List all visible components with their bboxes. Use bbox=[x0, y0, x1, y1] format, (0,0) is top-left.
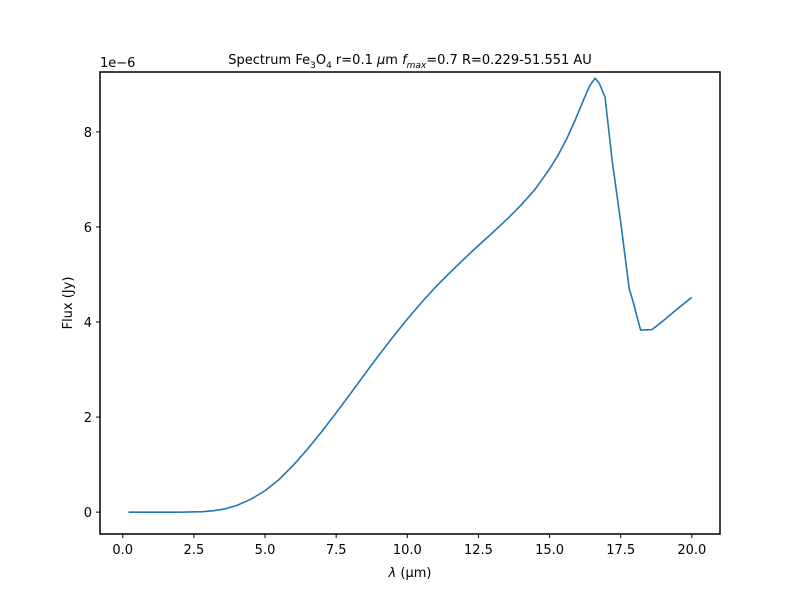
y-offset-label: 1e−6 bbox=[100, 56, 135, 71]
x-tick-label: 12.5 bbox=[464, 543, 493, 558]
x-tick-label: 20.0 bbox=[677, 543, 706, 558]
y-tick-label: 0 bbox=[84, 506, 92, 521]
chart-title: Spectrum Fe3O4 r=0.1 μm fmax=0.7 R=0.229… bbox=[228, 53, 592, 71]
y-tick-label: 4 bbox=[84, 316, 92, 331]
y-tick-label: 6 bbox=[84, 221, 92, 236]
x-tick-label: 17.5 bbox=[606, 543, 635, 558]
y-tick-label: 8 bbox=[84, 126, 92, 141]
series-line bbox=[128, 77, 693, 513]
x-axis: 0.0 2.5 5.0 7.5 10.0 12.5 15.0 17.5 20.0 bbox=[112, 534, 706, 558]
series-layer bbox=[128, 77, 693, 513]
x-tick-label: 15.0 bbox=[535, 543, 564, 558]
x-tick-label: 5.0 bbox=[255, 543, 276, 558]
x-tick-label: 0.0 bbox=[112, 543, 133, 558]
x-tick-label: 2.5 bbox=[184, 543, 205, 558]
x-tick-label: 10.0 bbox=[393, 543, 422, 558]
plot-frame bbox=[99, 71, 721, 535]
y-tick-label: 2 bbox=[84, 411, 92, 426]
x-tick-label: 7.5 bbox=[326, 543, 347, 558]
x-axis-label: λ (μm) bbox=[388, 566, 432, 581]
y-axis-label: Flux (Jy) bbox=[61, 277, 76, 330]
